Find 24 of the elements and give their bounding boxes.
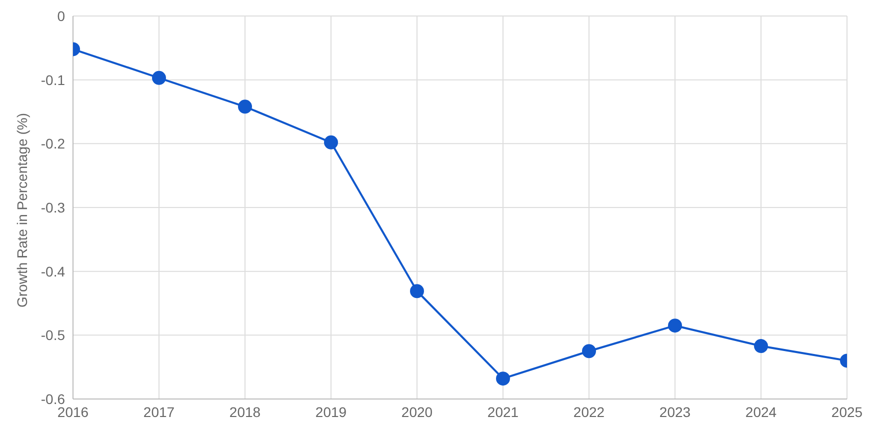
y-tick-label: -0.5 (40, 327, 66, 344)
x-tick-label: 2022 (573, 404, 605, 420)
y-tick-label: -0.4 (40, 263, 66, 280)
y-tick-label: -0.3 (40, 199, 66, 216)
point (410, 284, 424, 298)
point (668, 318, 682, 333)
point (152, 70, 166, 85)
x-tick-label: 2025 (831, 404, 863, 420)
x-tick-label: 2021 (487, 404, 519, 420)
point (582, 344, 596, 358)
y-tick-label: -0.1 (40, 72, 66, 88)
y-axis-title: Growth Rate in Percentage (%) (14, 112, 30, 308)
x-tick-label: 2017 (143, 404, 175, 420)
y-tick-label: 0 (57, 8, 66, 24)
x-tick-label: 2023 (659, 404, 691, 420)
point (324, 135, 338, 150)
x-tick-label: 2018 (229, 404, 261, 420)
x-tick-label: 2024 (745, 404, 777, 420)
x-tick-label: 2020 (401, 404, 433, 420)
point (754, 339, 768, 354)
x-tick-label: 2019 (315, 404, 347, 420)
y-tick-label: -0.2 (40, 136, 66, 152)
point (238, 100, 252, 114)
point (496, 372, 510, 386)
